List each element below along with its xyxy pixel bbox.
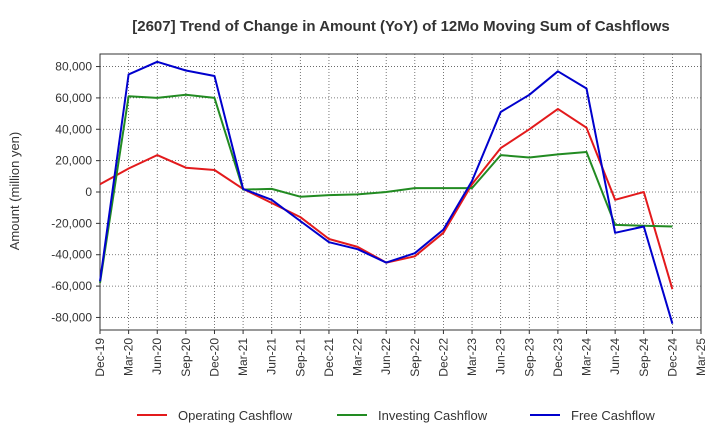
x-tick-label: Mar-20 xyxy=(122,338,136,376)
x-tick-label: Dec-23 xyxy=(551,338,565,377)
x-tick-label: Dec-19 xyxy=(93,338,107,377)
y-tick-label: -60,000 xyxy=(51,279,92,293)
y-tick-label: -40,000 xyxy=(51,248,92,262)
x-tick-label: Jun-20 xyxy=(150,338,164,375)
y-tick-label: 40,000 xyxy=(55,122,92,136)
y-axis: 80,000 60,000 40,000 20,000 0 -20,000 -40,000 -… xyxy=(51,60,100,324)
x-axis: Dec-19 Mar-20 Jun-20 Sep-20 Dec-20 Mar-21 Jun-… xyxy=(93,330,708,377)
x-tick-label: Dec-21 xyxy=(322,338,336,377)
y-tick-label: 80,000 xyxy=(55,60,92,74)
x-tick-label: Jun-23 xyxy=(494,338,508,375)
legend-label-investing-cashflow: Investing Cashflow xyxy=(378,408,488,423)
x-tick-label: Sep-20 xyxy=(179,338,193,377)
series-group xyxy=(99,60,674,324)
series-line-investing-cashflow xyxy=(99,93,673,284)
x-tick-label: Dec-24 xyxy=(665,338,679,377)
x-tick-label: Mar-24 xyxy=(580,338,594,376)
x-tick-label: Mar-25 xyxy=(694,338,708,376)
x-tick-label: Mar-23 xyxy=(465,338,479,376)
legend-label-free-cashflow: Free Cashflow xyxy=(571,408,655,423)
x-tick-label: Sep-21 xyxy=(293,338,307,377)
y-axis-label: Amount (million yen) xyxy=(7,132,22,251)
x-tick-label: Sep-23 xyxy=(522,338,536,377)
legend-label-operating-cashflow: Operating Cashflow xyxy=(178,408,293,423)
x-tick-label: Jun-21 xyxy=(265,338,279,375)
x-tick-label: Sep-22 xyxy=(408,338,422,377)
y-tick-label: 20,000 xyxy=(55,154,92,168)
x-tick-label: Mar-22 xyxy=(351,338,365,376)
x-tick-label: Mar-21 xyxy=(236,338,250,376)
series-line-free-cashflow xyxy=(99,60,674,324)
x-tick-label: Dec-22 xyxy=(436,338,450,377)
y-tick-label: 0 xyxy=(85,185,92,199)
y-tick-label: 60,000 xyxy=(55,91,92,105)
chart-title: [2607] Trend of Change in Amount (YoY) o… xyxy=(132,18,670,35)
x-tick-label: Sep-24 xyxy=(637,338,651,377)
y-tick-label: -80,000 xyxy=(51,310,92,324)
x-tick-label: Jun-24 xyxy=(608,338,622,375)
grid xyxy=(100,54,701,330)
x-tick-label: Dec-20 xyxy=(207,338,221,377)
x-tick-label: Jun-22 xyxy=(379,338,393,375)
y-tick-label: -20,000 xyxy=(51,216,92,230)
legend: Operating Cashflow Investing Cashflow Free… xyxy=(137,408,655,423)
